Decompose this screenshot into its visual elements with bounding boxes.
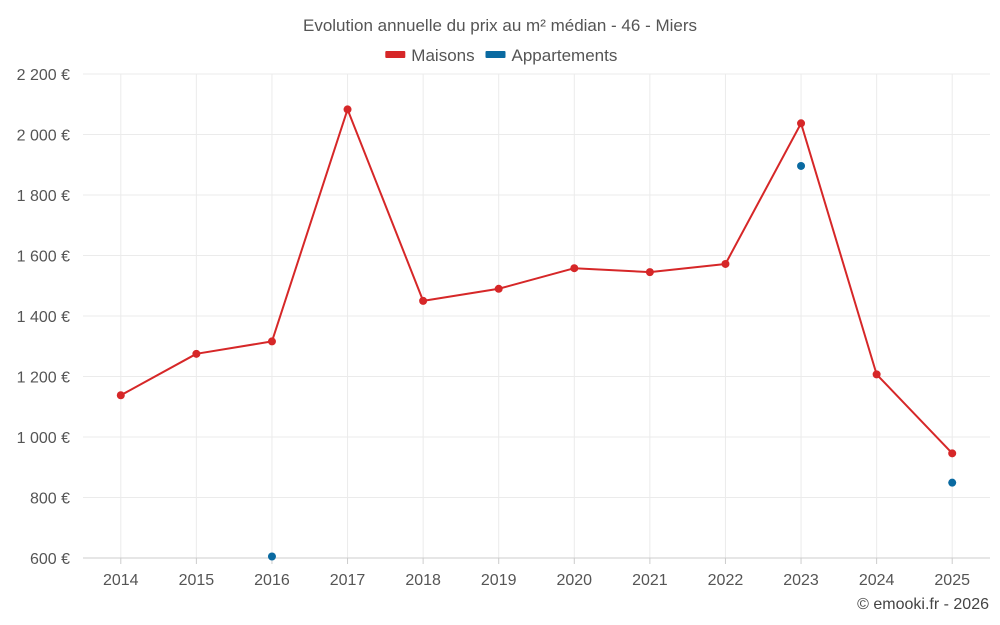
data-point-maisons-2021[interactable] bbox=[645, 268, 654, 277]
data-point-maisons-2024[interactable] bbox=[872, 370, 881, 379]
data-point-maisons-2022[interactable] bbox=[721, 259, 730, 268]
series-line-maisons bbox=[120, 108, 953, 455]
legend-item-maisons[interactable]: Maisons bbox=[385, 46, 475, 65]
data-point-maisons-2025[interactable] bbox=[948, 449, 957, 458]
x-tick-label: 2017 bbox=[330, 572, 366, 589]
legend-label-appartements: Appartements bbox=[512, 46, 618, 65]
data-point-appartements-2025[interactable] bbox=[948, 478, 957, 487]
data-point-maisons-2014[interactable] bbox=[116, 391, 125, 400]
y-tick-label: 2 200 € bbox=[17, 67, 70, 84]
credit-text: © emooki.fr - 2026 bbox=[857, 596, 989, 613]
data-point-maisons-2018[interactable] bbox=[419, 296, 428, 305]
y-tick-label: 1 800 € bbox=[17, 188, 70, 205]
y-tick-label: 1 400 € bbox=[17, 309, 70, 326]
y-axis: 600 € 800 € 1 000 € 1 200 € 1 400 € 1 600 € 1 … bbox=[17, 67, 70, 568]
x-tick-label: 2018 bbox=[405, 572, 441, 589]
x-tick-label: 2021 bbox=[632, 572, 668, 589]
data-point-maisons-2020[interactable] bbox=[570, 264, 579, 273]
legend: Maisons Appartements bbox=[385, 46, 617, 65]
y-tick-label: 1 200 € bbox=[17, 370, 70, 387]
x-tick-label: 2016 bbox=[254, 572, 290, 589]
data-point-maisons-2017[interactable] bbox=[343, 105, 352, 114]
y-tick-label: 2 000 € bbox=[17, 128, 70, 145]
y-tick-label: 1 000 € bbox=[17, 430, 70, 447]
data-point-maisons-2019[interactable] bbox=[494, 284, 503, 293]
data-point-maisons-2023[interactable] bbox=[797, 119, 806, 128]
data-point-maisons-2016[interactable] bbox=[267, 337, 276, 346]
x-tick-label: 2015 bbox=[179, 572, 215, 589]
x-tick-label: 2024 bbox=[859, 572, 895, 589]
x-tick-label: 2019 bbox=[481, 572, 517, 589]
data-point-appartements-2023[interactable] bbox=[797, 161, 806, 170]
legend-swatch-maisons bbox=[385, 51, 406, 58]
y-tick-label: 600 € bbox=[30, 551, 70, 568]
x-tick-label: 2025 bbox=[934, 572, 970, 589]
chart-title: Evolution annuelle du prix au m² médian … bbox=[303, 16, 697, 35]
x-axis: 2014 2015 2016 2017 2018 2019 2020 2021 2022 2023… bbox=[83, 557, 990, 589]
data-point-maisons-2015[interactable] bbox=[192, 349, 201, 358]
legend-item-appartements[interactable]: Appartements bbox=[485, 46, 618, 65]
x-tick-label: 2022 bbox=[708, 572, 744, 589]
series-layer bbox=[116, 105, 957, 561]
data-point-appartements-2016[interactable] bbox=[267, 552, 276, 561]
x-tick-label: 2014 bbox=[103, 572, 139, 589]
x-tick-label: 2020 bbox=[556, 572, 592, 589]
y-tick-label: 1 600 € bbox=[17, 249, 70, 266]
legend-swatch-appartements bbox=[485, 51, 506, 58]
x-tick-label: 2023 bbox=[783, 572, 819, 589]
legend-label-maisons: Maisons bbox=[411, 46, 474, 65]
grid bbox=[83, 73, 990, 559]
y-tick-label: 800 € bbox=[30, 491, 70, 508]
